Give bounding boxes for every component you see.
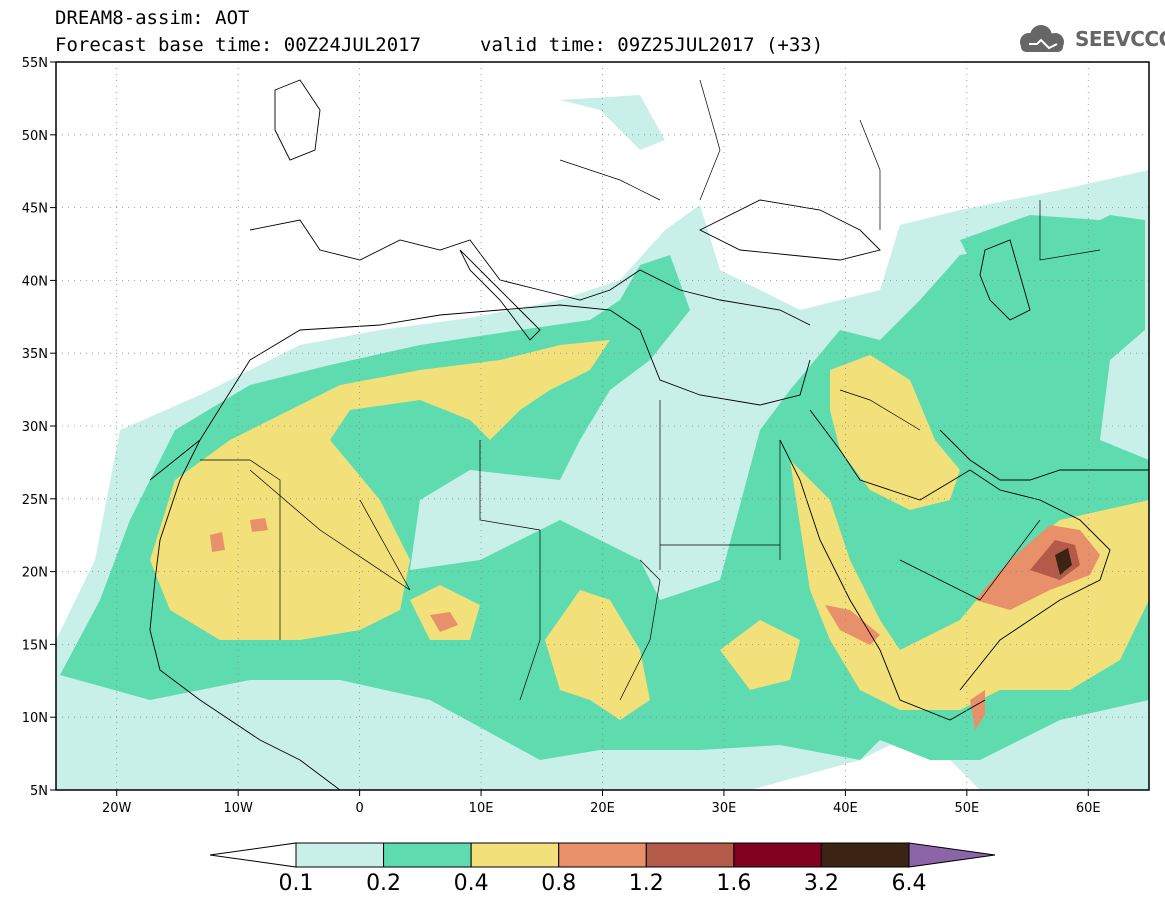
- coastline-caspian: [979, 239, 1031, 321]
- coastline-west-africa: [149, 439, 341, 791]
- lat-tick-label: 5N: [30, 784, 48, 799]
- aot-band-0.8-redsea: [825, 605, 880, 645]
- colorbar-bin: [733, 842, 822, 868]
- lon-tick-label: 20W: [102, 801, 132, 816]
- lat-tick-label: 25N: [22, 493, 48, 508]
- aot-band-0.8-sahara1: [210, 532, 225, 552]
- aot-band-0.4-arabia: [830, 355, 960, 510]
- aot-band-0.4-sahara: [150, 340, 610, 640]
- coastline-north-africa: [149, 304, 811, 481]
- colorbar-level-label: 1.2: [628, 871, 664, 896]
- colorbar-level-label: 3.2: [803, 871, 839, 896]
- title-line-1: DREAM8-assim: AOT: [55, 7, 250, 29]
- lon-tick-label: 30E: [712, 801, 737, 816]
- logo-text: SEEVCCC: [1075, 27, 1165, 51]
- coastlines-borders: [149, 79, 1149, 791]
- colorbar-bin: [383, 842, 472, 868]
- lat-tick-label: 10N: [22, 711, 48, 726]
- coastline-uk: [274, 79, 321, 161]
- coastline-gulf: [939, 429, 1149, 481]
- coastline-black-sea: [698, 199, 881, 261]
- colorbar-level-label: 0.4: [453, 871, 489, 896]
- aot-band-0.8-somalia: [970, 690, 985, 730]
- lat-tick-label: 15N: [22, 638, 48, 653]
- coastline-redsea: [779, 439, 986, 721]
- lat-tick-label: 30N: [22, 420, 48, 435]
- seevccc-logo: [1020, 25, 1064, 52]
- colorbar-level-label: 0.8: [541, 871, 577, 896]
- aot-band-0.4-chad: [545, 590, 650, 720]
- lon-axis: 20W 10W 0 10E 20E 30E 40E 50E 60E: [102, 790, 1101, 816]
- lon-tick-label: 0: [355, 801, 363, 816]
- lon-tick-label: 40E: [833, 801, 858, 816]
- aot-band-0.4-sudan: [720, 620, 800, 690]
- colorbar-level-label: 6.4: [891, 871, 927, 896]
- cloud-icon: [1020, 25, 1064, 52]
- aot-band-0.4-central: [410, 585, 480, 640]
- colorbar-level-label: 0.1: [278, 871, 314, 896]
- lat-tick-label: 50N: [22, 129, 48, 144]
- colorbar-bin: [295, 842, 385, 868]
- lat-tick-label: 20N: [22, 566, 48, 581]
- aot-band-0.4-redsea: [790, 460, 1149, 710]
- coastline-arabia: [809, 409, 1111, 691]
- lat-tick-label: 55N: [22, 56, 48, 71]
- lon-tick-label: 50E: [954, 801, 979, 816]
- lon-tick-label: 60E: [1076, 801, 1101, 816]
- colorbar-bin: [558, 842, 647, 868]
- lat-tick-label: 35N: [22, 347, 48, 362]
- colorbar-bin: [820, 842, 910, 868]
- lon-tick-label: 10W: [223, 801, 253, 816]
- lat-tick-label: 45N: [22, 202, 48, 217]
- aot-band-3.2-oman: [1055, 548, 1072, 575]
- lon-tick-label: 20E: [590, 801, 615, 816]
- valid-time: valid time: 09Z25JUL2017 (+33): [480, 34, 824, 56]
- lat-axis: 55N 50N 45N 40N 35N 30N 25N 20N 15N 10N 5N: [22, 56, 56, 799]
- aot-band-0.8-sahara2: [250, 518, 268, 532]
- colorbar: [209, 842, 996, 868]
- colorbar-bin: [645, 842, 735, 868]
- colorbar-min-arrow: [209, 842, 297, 868]
- colorbar-level-label: 1.6: [716, 871, 752, 896]
- lat-tick-label: 40N: [22, 274, 48, 289]
- colorbar-level-label: 0.2: [366, 871, 402, 896]
- aot-contours: [56, 95, 1149, 790]
- coastline-italy: [459, 249, 541, 341]
- aot-band-0.8-central: [430, 612, 458, 632]
- country-borders: [200, 79, 1101, 701]
- coastline-europe: [249, 219, 811, 326]
- aot-band-0.1-north: [560, 95, 665, 150]
- graticule: [56, 62, 1149, 790]
- colorbar-max-arrow: [908, 842, 996, 868]
- lon-tick-label: 10E: [469, 801, 494, 816]
- colorbar-bin: [470, 842, 560, 868]
- forecast-base-time: Forecast base time: 00Z24JUL2017: [55, 34, 422, 56]
